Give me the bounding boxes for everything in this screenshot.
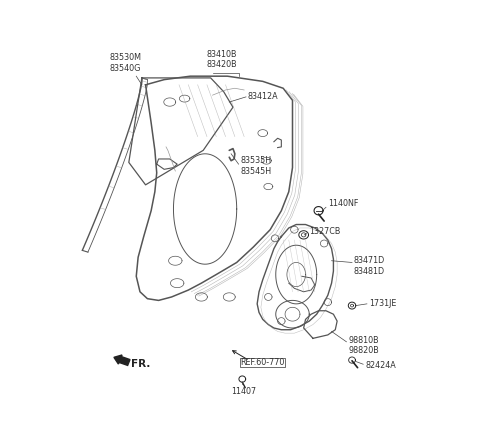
FancyArrow shape: [114, 355, 130, 366]
Text: 98810B
98820B: 98810B 98820B: [348, 336, 379, 355]
Text: 11407: 11407: [231, 387, 257, 396]
Text: 83412A: 83412A: [248, 92, 278, 101]
Text: 1327CB: 1327CB: [309, 227, 341, 236]
Text: 83410B
83420B: 83410B 83420B: [206, 50, 237, 69]
Text: 83535H
83545H: 83535H 83545H: [240, 156, 272, 176]
Text: REF.60-770: REF.60-770: [240, 358, 285, 367]
Text: FR.: FR.: [131, 359, 150, 369]
Text: 83530M
83540G: 83530M 83540G: [109, 53, 141, 73]
Text: 83471D
83481D: 83471D 83481D: [354, 256, 385, 276]
Text: 1731JE: 1731JE: [369, 299, 396, 308]
Text: 82424A: 82424A: [365, 362, 396, 370]
Text: 1140NF: 1140NF: [328, 199, 358, 208]
